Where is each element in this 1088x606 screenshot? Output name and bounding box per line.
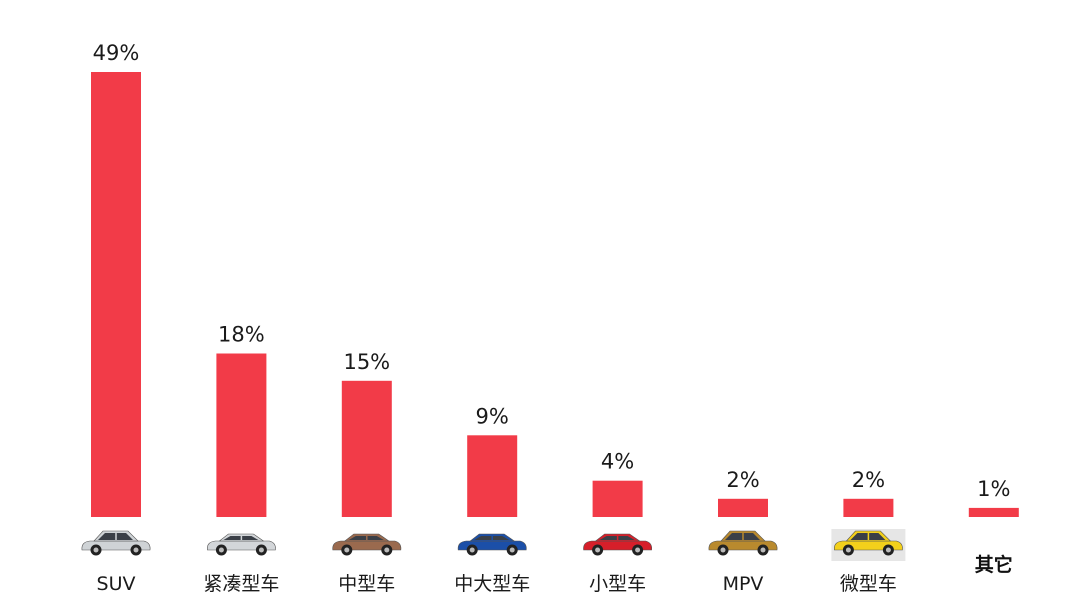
category-icons-group <box>81 529 906 561</box>
bar <box>216 353 267 517</box>
value-label: 15% <box>343 350 390 374</box>
large-car-icon <box>457 533 527 556</box>
category-label: 微型车 <box>840 573 897 595</box>
category-label: MPV <box>723 573 764 595</box>
bar <box>341 380 392 517</box>
suv-car-icon <box>81 530 151 556</box>
bar <box>718 498 768 517</box>
mini-car-icon <box>831 529 906 561</box>
value-label: 1% <box>977 477 1010 501</box>
value-label: 18% <box>218 323 265 347</box>
value-label: 9% <box>476 404 509 428</box>
category-label: 中型车 <box>338 573 395 595</box>
category-label: 紧凑型车 <box>203 573 279 595</box>
mpv-car-icon <box>708 530 778 556</box>
category-label: SUV <box>97 573 136 595</box>
value-label: 2% <box>726 468 759 492</box>
midsize-car-icon <box>332 533 402 556</box>
value-label: 4% <box>601 450 634 474</box>
compact-car-icon <box>207 533 276 556</box>
category-label: 小型车 <box>589 573 646 595</box>
category-labels-group: SUV 紧凑型车 中型车 中大型车 小型车 MPV 微型车 其它 <box>97 553 1013 595</box>
bar <box>968 507 1019 517</box>
value-label: 49% <box>93 41 140 65</box>
bar <box>592 480 643 517</box>
bars-group <box>91 72 1019 517</box>
category-label: 其它 <box>975 553 1013 576</box>
category-label: 中大型车 <box>454 573 530 595</box>
bar <box>91 72 141 517</box>
value-labels-group: 49% 18% 15% 9% 4% 2% 2% 1% <box>93 41 1011 501</box>
small-car-icon <box>583 533 653 556</box>
bar <box>467 435 518 517</box>
value-label: 2% <box>852 468 885 492</box>
bar <box>843 498 894 517</box>
